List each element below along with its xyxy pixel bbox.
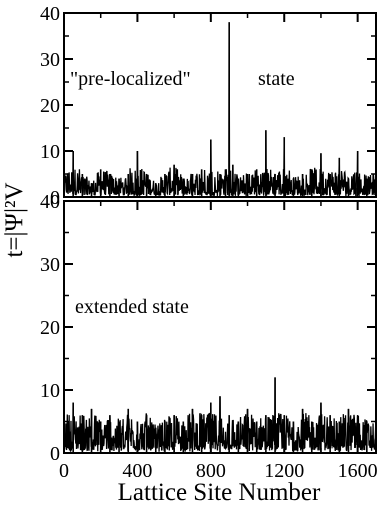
- x-tick-label: 1200: [264, 460, 304, 482]
- y-axis-title: t=|Ψ|²V: [1, 182, 28, 257]
- y-tick-label: 20: [40, 317, 60, 339]
- y-tick-label: 0: [50, 187, 60, 209]
- x-tick-label: 800: [196, 460, 226, 482]
- y-tick-label: 30: [40, 254, 60, 276]
- y-tick-label: 40: [40, 3, 60, 25]
- annotation-state: state: [258, 68, 295, 90]
- x-tick-label: 400: [122, 460, 152, 482]
- annotation-extended-state: extended state: [75, 296, 189, 318]
- y-tick-label: 20: [40, 95, 60, 117]
- y-tick-label: 10: [40, 141, 60, 163]
- plot-frame: [63, 12, 377, 198]
- top-panel: 0 10 20 30 40: [40, 3, 377, 209]
- annotation-pre-localized: "pre-localized": [70, 68, 191, 90]
- x-tick-label: 1600: [338, 460, 378, 482]
- series-line: [63, 22, 377, 198]
- x-axis-title: Lattice Site Number: [118, 479, 321, 506]
- y-tick-label: 0: [50, 443, 60, 465]
- x-tick-label: 0: [59, 460, 69, 482]
- y-tick-label: 30: [40, 49, 60, 71]
- y-tick-label: 10: [40, 380, 60, 402]
- y-tick-label: 40: [40, 191, 60, 213]
